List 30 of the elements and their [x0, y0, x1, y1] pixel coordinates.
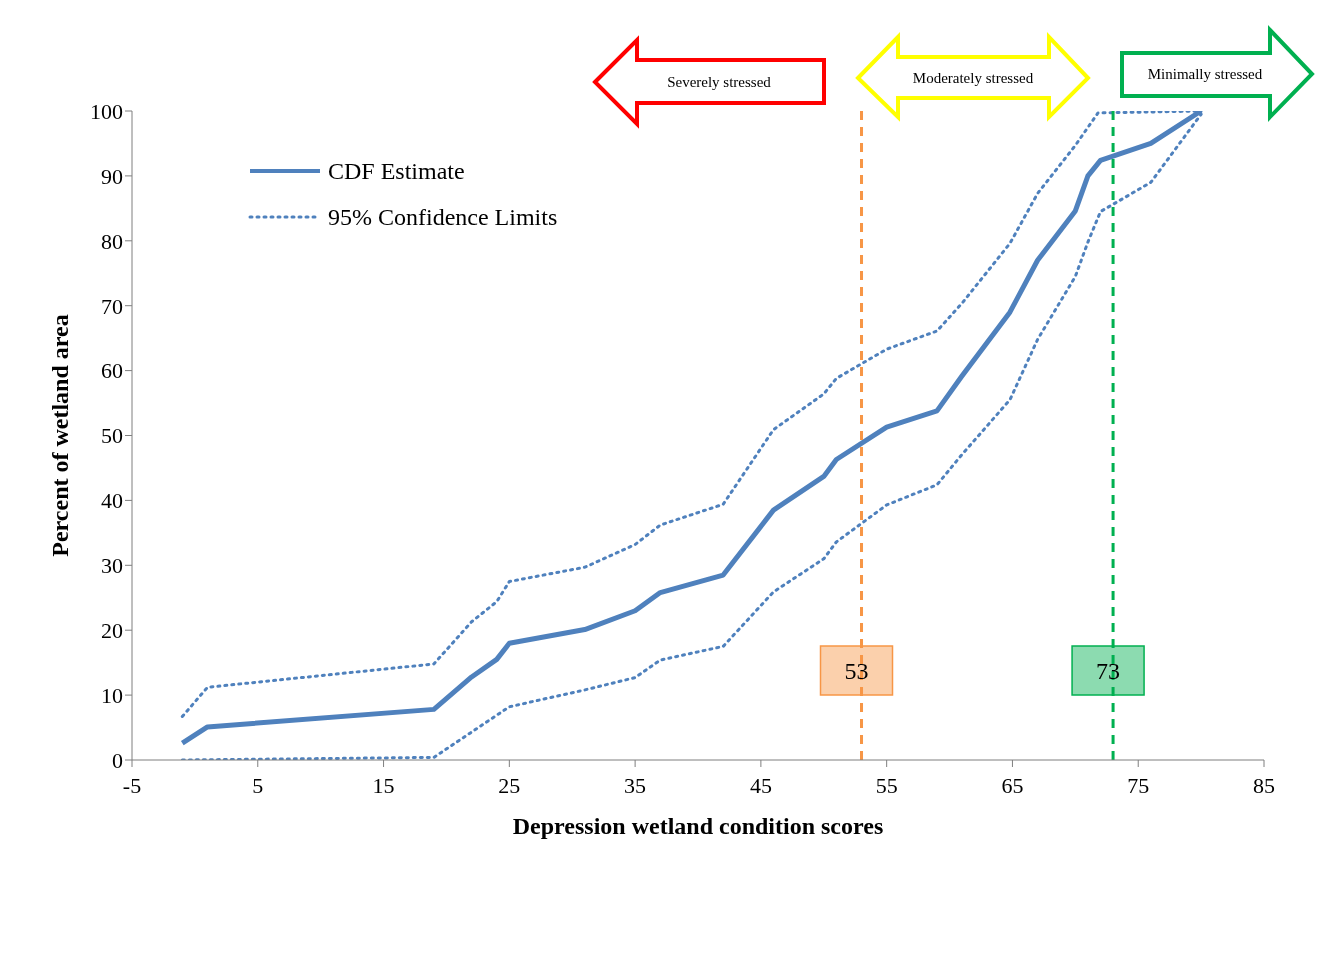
y-tick-label: 20: [101, 618, 123, 644]
y-tick-label: 80: [101, 228, 123, 254]
y-tick-label: 0: [112, 747, 123, 773]
x-tick-label: 25: [498, 772, 521, 798]
y-axis-title: Percent of wetland area: [47, 314, 73, 557]
y-tick-label: 40: [101, 488, 123, 514]
y-tick-label: 50: [101, 423, 123, 449]
x-tick-label: 75: [1127, 772, 1150, 798]
legend-label: CDF Estimate: [328, 157, 465, 185]
y-tick-label: 10: [101, 682, 123, 708]
y-tick-label: 90: [101, 163, 123, 189]
x-tick-label: 35: [624, 772, 647, 798]
y-tick-label: 100: [90, 98, 123, 124]
x-tick-label: 55: [875, 772, 898, 798]
y-tick-label: 30: [101, 553, 123, 579]
x-tick-label: 65: [1001, 772, 1024, 798]
text: Moderately stressed: [912, 70, 1034, 86]
x-tick-label: -5: [122, 772, 142, 798]
y-tick-label: 70: [101, 293, 123, 319]
x-tick-label: 85: [1253, 772, 1275, 798]
text: Severely stressed: [667, 74, 772, 90]
legend-label: 95% Confidence Limits: [328, 203, 558, 231]
x-tick-label: 45: [749, 772, 772, 798]
y-tick-label: 60: [101, 358, 123, 384]
x-tick-label: 15: [372, 772, 395, 798]
x-tick-label: 5: [252, 772, 264, 798]
text: Minimally stressed: [1147, 66, 1263, 82]
ref-line-label: 73: [1096, 658, 1121, 684]
x-axis-title: Depression wetland condition scores: [512, 813, 884, 839]
ref-line-label: 53: [844, 658, 869, 684]
